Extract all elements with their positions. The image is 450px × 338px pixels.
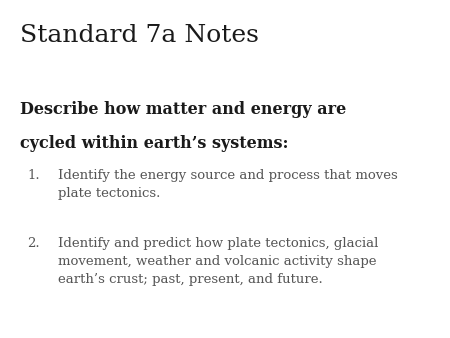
Text: Identify and predict how plate tectonics, glacial
movement, weather and volcanic: Identify and predict how plate tectonics… — [58, 237, 379, 286]
Text: Describe how matter and energy are: Describe how matter and energy are — [20, 101, 346, 118]
Text: Standard 7a Notes: Standard 7a Notes — [20, 24, 259, 47]
Text: 2.: 2. — [27, 237, 40, 249]
Text: cycled within earth’s systems:: cycled within earth’s systems: — [20, 135, 289, 152]
Text: 1.: 1. — [27, 169, 40, 182]
Text: Identify the energy source and process that moves
plate tectonics.: Identify the energy source and process t… — [58, 169, 398, 200]
